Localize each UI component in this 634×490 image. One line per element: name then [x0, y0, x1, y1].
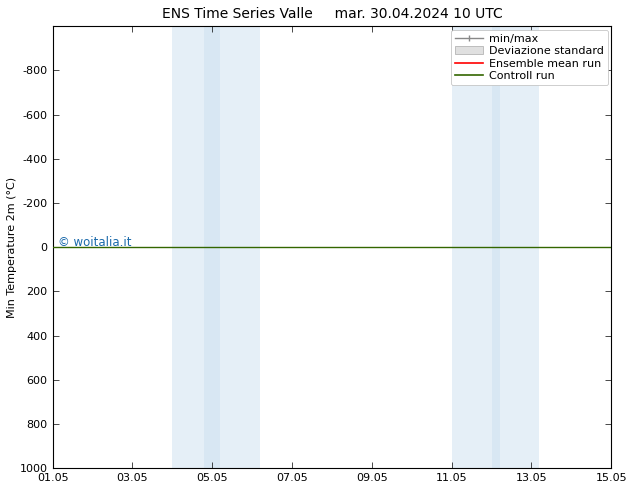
Title: ENS Time Series Valle     mar. 30.04.2024 10 UTC: ENS Time Series Valle mar. 30.04.2024 10… — [162, 7, 502, 21]
Bar — [451, 26, 500, 468]
Text: © woitalia.it: © woitalia.it — [58, 236, 132, 249]
Legend: min/max, Deviazione standard, Ensemble mean run, Controll run: min/max, Deviazione standard, Ensemble m… — [451, 29, 608, 85]
Bar — [491, 26, 540, 468]
Bar — [204, 26, 260, 468]
Bar — [172, 26, 220, 468]
Y-axis label: Min Temperature 2m (°C): Min Temperature 2m (°C) — [7, 177, 17, 318]
